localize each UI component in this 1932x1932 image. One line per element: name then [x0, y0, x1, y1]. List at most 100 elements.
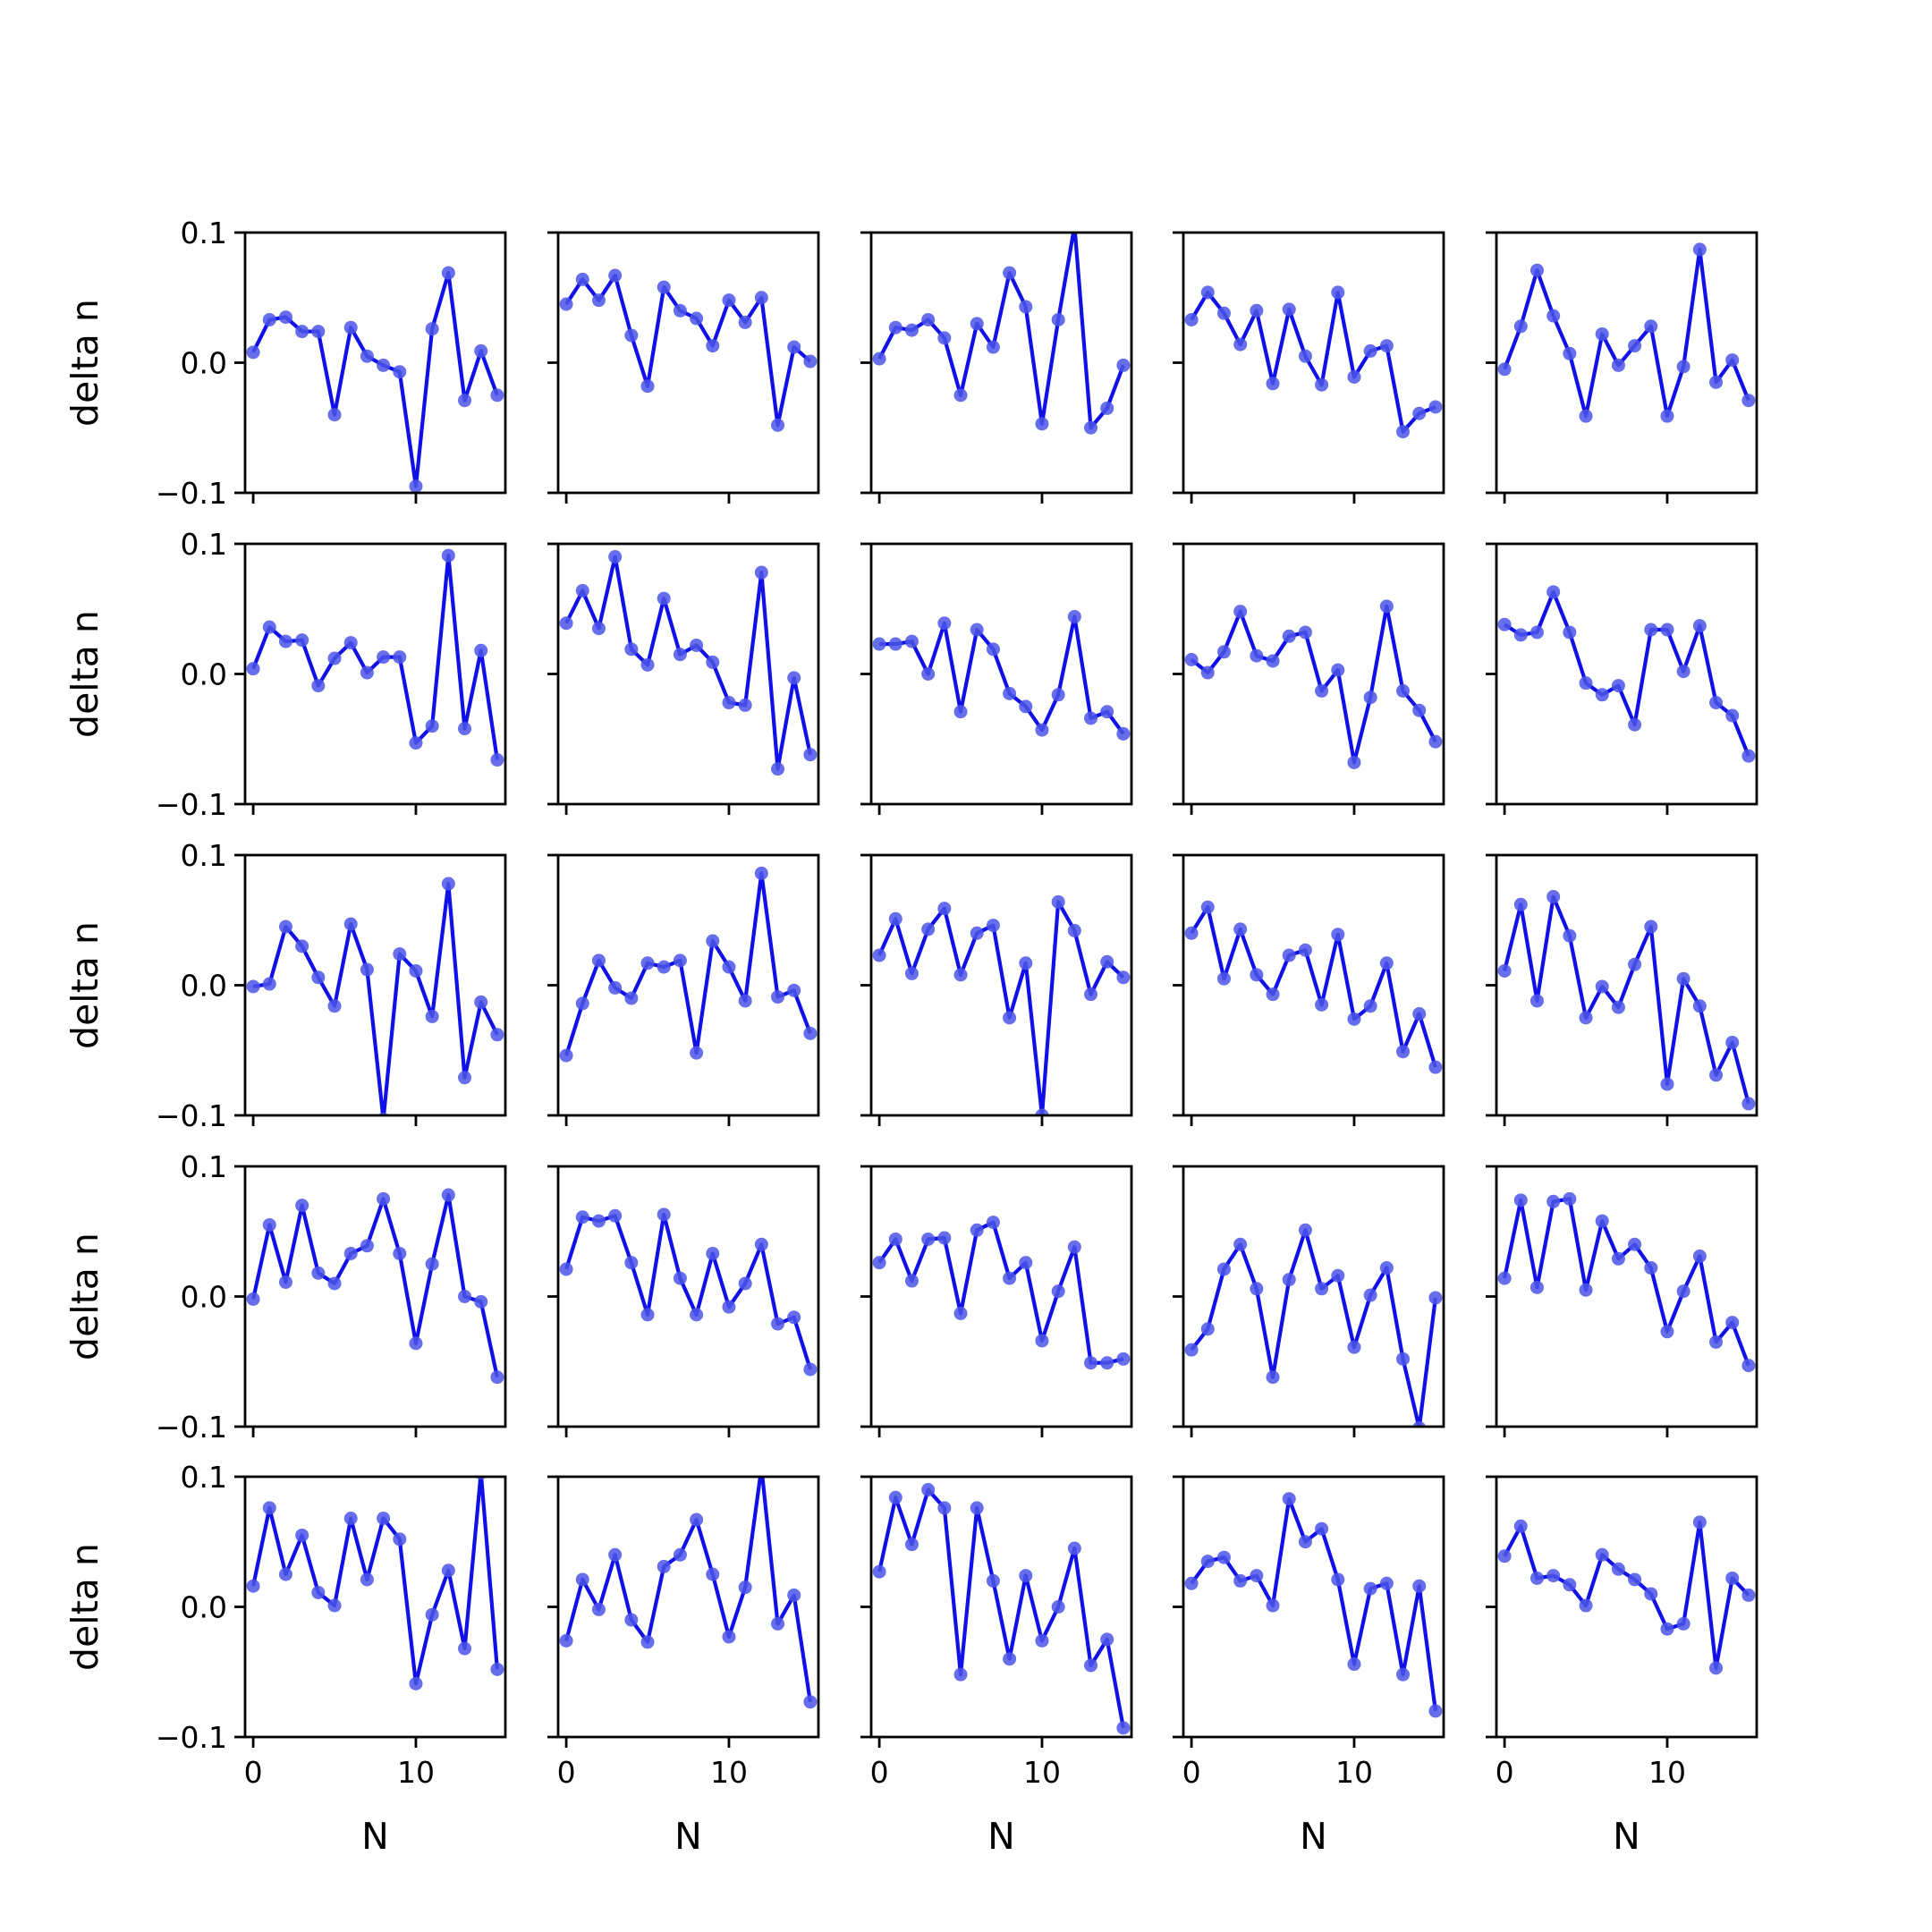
- data-point: [1035, 1334, 1049, 1348]
- data-point: [1084, 1356, 1098, 1370]
- axes-frame: [869, 853, 1133, 1117]
- data-point: [490, 753, 504, 767]
- data-point: [1396, 1045, 1411, 1059]
- data-point: [1497, 963, 1512, 978]
- data-point: [1741, 749, 1756, 763]
- series-line: [877, 233, 1125, 430]
- data-point: [1315, 997, 1329, 1012]
- subplot-r5-c3: 0 10N: [860, 1475, 1133, 1858]
- data-point: [1741, 1097, 1756, 1111]
- data-point: [1579, 1283, 1593, 1297]
- data-point: [1611, 1251, 1625, 1266]
- data-point: [1709, 696, 1724, 710]
- data-point: [327, 1598, 342, 1613]
- data-point: [953, 1667, 968, 1682]
- data-point: [409, 1676, 423, 1690]
- data-point: [1233, 605, 1248, 619]
- data-point: [1067, 1240, 1081, 1254]
- data-point: [657, 1208, 671, 1222]
- data-point: [1579, 676, 1593, 691]
- data-point: [608, 268, 623, 283]
- data-point: [608, 1208, 623, 1223]
- y-tick-label: 0.0: [181, 969, 227, 1004]
- data-point: [393, 1532, 407, 1546]
- data-point: [393, 1246, 407, 1260]
- data-point: [1546, 309, 1561, 323]
- data-point: [1513, 1193, 1528, 1208]
- y-tick-label: 0.1: [181, 527, 227, 562]
- data-point: [278, 1567, 292, 1581]
- data-point: [1676, 1284, 1690, 1299]
- x-axis-label: N: [1613, 1815, 1640, 1858]
- data-point: [888, 911, 902, 926]
- axes-frame: [1182, 853, 1445, 1117]
- data-point: [921, 667, 936, 681]
- data-point: [1035, 417, 1049, 431]
- data-point: [1546, 1194, 1561, 1208]
- data-point: [722, 1630, 736, 1644]
- data-point: [970, 1223, 984, 1237]
- data-point: [1315, 683, 1329, 698]
- data-point: [360, 349, 374, 363]
- data-point: [1116, 726, 1131, 741]
- data-point: [278, 919, 292, 934]
- data-point: [575, 272, 589, 286]
- data-point: [803, 354, 818, 369]
- data-point: [1019, 300, 1033, 314]
- data-point: [608, 1547, 623, 1562]
- data-point: [1709, 1335, 1724, 1349]
- y-tick-label: 0.1: [181, 838, 227, 873]
- data-point: [311, 1266, 326, 1280]
- data-point: [1282, 1492, 1296, 1506]
- data-point: [872, 1256, 886, 1270]
- subplot-r5-c2: 0 10N: [547, 1475, 820, 1858]
- data-point: [888, 1232, 902, 1246]
- data-point: [1660, 1325, 1674, 1339]
- data-point: [921, 922, 936, 936]
- data-point: [1497, 362, 1512, 377]
- axes-frame: [1495, 1165, 1758, 1428]
- data-point: [1396, 1352, 1411, 1366]
- data-point: [872, 637, 886, 651]
- data-point: [1051, 688, 1065, 702]
- subplot-r4-c5: [1486, 1165, 1758, 1437]
- data-point: [311, 679, 326, 693]
- data-point: [986, 1573, 1000, 1588]
- data-point: [1035, 723, 1049, 737]
- data-point: [904, 323, 919, 337]
- data-point: [937, 1501, 952, 1515]
- data-point: [591, 293, 606, 308]
- y-tick-label: 0.1: [181, 216, 227, 250]
- data-point: [262, 977, 276, 991]
- axes-frame: [1182, 231, 1445, 495]
- data-point: [1347, 755, 1361, 769]
- series-group: [246, 1477, 504, 1690]
- data-point: [1611, 679, 1625, 693]
- data-point: [1100, 1632, 1114, 1647]
- data-point: [1347, 1340, 1361, 1354]
- data-point: [970, 623, 984, 637]
- data-point: [591, 622, 606, 636]
- data-point: [1266, 1598, 1280, 1613]
- data-point: [1250, 1569, 1264, 1583]
- data-point: [1100, 401, 1114, 415]
- data-point: [1628, 339, 1642, 353]
- data-point: [1084, 711, 1098, 725]
- x-tick-label: 10: [1335, 1755, 1373, 1790]
- data-point: [393, 947, 407, 962]
- data-point: [1363, 1288, 1377, 1302]
- data-point: [360, 962, 374, 977]
- data-point: [1315, 377, 1329, 392]
- data-point: [1628, 1237, 1642, 1251]
- data-point: [474, 1294, 488, 1309]
- data-point: [1051, 312, 1065, 326]
- data-point: [673, 648, 687, 662]
- subplot-r2-c3: [860, 542, 1133, 815]
- data-point: [1184, 1343, 1199, 1357]
- data-point: [937, 902, 952, 916]
- data-point: [490, 388, 504, 402]
- subplot-r1-c3: [860, 231, 1133, 504]
- data-point: [377, 1512, 391, 1526]
- data-point: [706, 934, 720, 948]
- axes-frame: [243, 1475, 507, 1739]
